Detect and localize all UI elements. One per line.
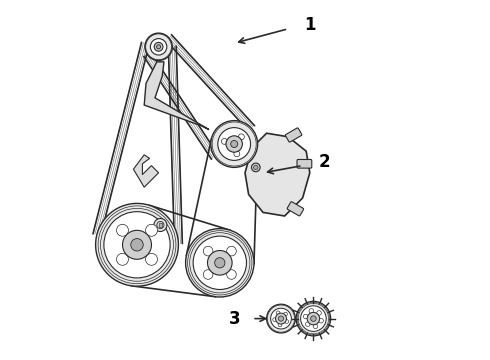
Circle shape [231, 140, 238, 148]
Circle shape [234, 151, 240, 157]
Circle shape [278, 316, 284, 321]
Circle shape [221, 139, 227, 144]
FancyBboxPatch shape [285, 128, 302, 142]
Circle shape [157, 221, 164, 229]
Circle shape [131, 239, 143, 251]
Circle shape [239, 134, 245, 140]
Circle shape [117, 253, 128, 265]
Circle shape [285, 320, 289, 323]
Circle shape [303, 314, 308, 319]
FancyBboxPatch shape [287, 202, 304, 216]
Circle shape [150, 39, 167, 55]
Circle shape [203, 246, 213, 256]
Circle shape [122, 230, 151, 259]
Circle shape [275, 313, 287, 324]
Circle shape [146, 253, 157, 265]
Circle shape [226, 136, 243, 152]
Circle shape [104, 212, 170, 278]
Polygon shape [133, 155, 159, 187]
Circle shape [145, 33, 172, 60]
Circle shape [218, 128, 250, 161]
Text: 1: 1 [304, 16, 316, 34]
Circle shape [96, 203, 178, 286]
FancyBboxPatch shape [297, 159, 312, 168]
Circle shape [203, 270, 213, 279]
Polygon shape [245, 133, 310, 216]
Circle shape [319, 318, 323, 323]
Circle shape [117, 224, 128, 236]
Circle shape [186, 229, 254, 297]
Circle shape [254, 165, 258, 170]
Circle shape [273, 318, 276, 321]
Circle shape [267, 304, 295, 333]
Circle shape [300, 306, 326, 332]
Circle shape [146, 224, 157, 236]
Circle shape [311, 316, 316, 321]
Circle shape [227, 246, 236, 256]
Circle shape [278, 323, 282, 327]
Circle shape [313, 324, 318, 329]
Circle shape [251, 163, 260, 172]
Circle shape [305, 322, 310, 327]
Circle shape [215, 258, 225, 268]
Circle shape [296, 301, 331, 336]
Circle shape [317, 311, 321, 315]
Circle shape [307, 312, 319, 325]
Circle shape [227, 270, 236, 279]
Polygon shape [144, 62, 209, 130]
Circle shape [193, 236, 246, 289]
Circle shape [270, 308, 292, 329]
Text: 2: 2 [318, 153, 330, 171]
Text: 3: 3 [228, 310, 240, 328]
Circle shape [154, 42, 163, 51]
Circle shape [284, 312, 288, 316]
Circle shape [211, 121, 258, 167]
Circle shape [207, 251, 232, 275]
Circle shape [309, 309, 314, 313]
Circle shape [156, 45, 161, 49]
Circle shape [276, 311, 280, 315]
Circle shape [154, 219, 167, 231]
